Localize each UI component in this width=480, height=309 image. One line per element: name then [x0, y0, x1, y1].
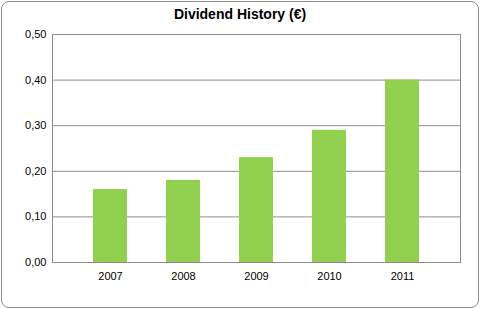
- svg-text:0,50: 0,50: [25, 28, 46, 40]
- html-text:Dividend History (€): Dividend History (€): [173, 6, 307, 22]
- svg-text:0,00: 0,00: [25, 256, 46, 268]
- svg-text:2007: 2007: [98, 270, 122, 282]
- svg-text:2008: 2008: [171, 270, 195, 282]
- svg-text:0,30: 0,30: [25, 119, 46, 131]
- svg-text:0,40: 0,40: [25, 74, 46, 86]
- svg-text:2010: 2010: [317, 270, 341, 282]
- svg-text:2011: 2011: [391, 270, 415, 282]
- svg-text:2009: 2009: [244, 270, 268, 282]
- svg-text:0,20: 0,20: [25, 165, 46, 177]
- svg-text:0,10: 0,10: [25, 210, 46, 222]
